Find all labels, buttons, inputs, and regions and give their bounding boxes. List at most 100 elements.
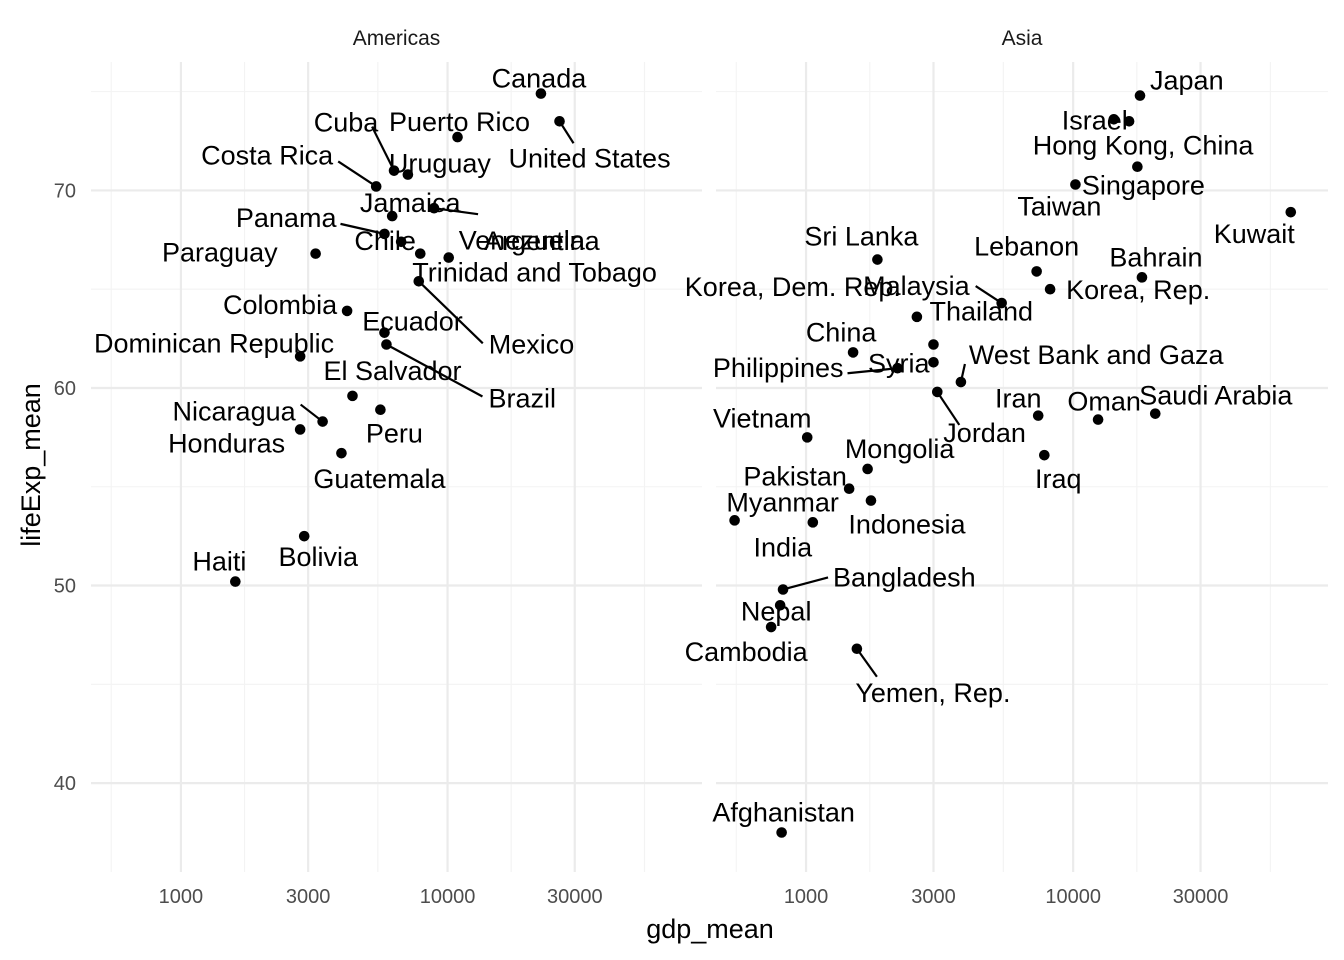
point-sri-lanka: [872, 254, 883, 265]
point-label-paraguay: Paraguay: [162, 238, 278, 268]
point-label-sri-lanka: Sri Lanka: [804, 222, 919, 252]
point-label-korea-rep: Korea, Rep.: [1066, 275, 1210, 305]
point-label-oman: Oman: [1067, 387, 1141, 417]
y-tick-label: 60: [54, 378, 76, 400]
point-israel: [1108, 113, 1120, 125]
x-tick-label: 3000: [286, 886, 331, 908]
point-label-honduras: Honduras: [168, 428, 285, 458]
point-jamaica: [386, 210, 398, 222]
leader-line-panama: [340, 222, 385, 235]
point-label-china: China: [806, 317, 878, 347]
facet-strip-asia: Asia: [1002, 27, 1043, 50]
point-united-states: [554, 115, 565, 127]
point-haiti: [230, 576, 241, 587]
point-syria: [928, 356, 939, 368]
point-philippines: [892, 362, 903, 374]
label-leader-lines: [299, 120, 1003, 678]
point-uruguay: [402, 169, 414, 180]
y-tick-label: 50: [54, 576, 76, 598]
x-tick-label: 30000: [547, 886, 603, 908]
point-label-dominican-republic: Dominican Republic: [94, 328, 334, 358]
point-dominican-republic: [294, 351, 306, 362]
point-label-singapore: Singapore: [1082, 171, 1205, 201]
point-label-india: India: [754, 532, 814, 562]
point-label-haiti: Haiti: [192, 547, 246, 577]
point-label-iraq: Iraq: [1035, 464, 1082, 494]
point-label-canada: Canada: [492, 64, 588, 94]
point-label-saudi-arabia: Saudi Arabia: [1139, 381, 1293, 411]
point-korea-rep: [1044, 283, 1056, 295]
point-label-chile: Chile: [354, 226, 416, 256]
point-label-bahrain: Bahrain: [1109, 242, 1202, 272]
leader-line-mexico: [418, 280, 484, 345]
point-label-iran: Iran: [995, 384, 1042, 414]
point-label-ecuador: Ecuador: [362, 307, 463, 337]
point-puerto-rico: [452, 131, 463, 143]
point-label-korea-dem-rep: Korea, Dem. Rep.: [685, 272, 901, 302]
point-nepal: [774, 599, 786, 611]
point-bangladesh: [777, 584, 789, 595]
point-taiwan: [1070, 179, 1081, 190]
x-tick-label: 10000: [1045, 886, 1101, 908]
point-label-israel: Israel: [1062, 105, 1128, 135]
point-label-trinidad-and-tobago: Trinidad and Tobago: [412, 258, 657, 288]
point-west-bank-and-gaza: [955, 376, 967, 388]
leader-line-brazil: [385, 343, 483, 398]
point-bahrain: [1136, 272, 1148, 283]
point-venezuela: [443, 252, 455, 263]
x-tick-label: 10000: [420, 886, 476, 908]
leader-line-bangladesh: [782, 576, 829, 591]
point-lebanon: [1031, 266, 1042, 277]
point-label-taiwan: Taiwan: [1017, 191, 1101, 221]
point-label-japan: Japan: [1150, 66, 1224, 96]
point-yemen-rep: [851, 643, 863, 655]
point-label-peru: Peru: [366, 419, 423, 449]
point-label-mongolia: Mongolia: [845, 434, 956, 464]
point-costa-rica: [370, 181, 382, 192]
point-peru: [375, 404, 386, 416]
point-label-jordan: Jordan: [943, 418, 1026, 448]
leader-line-cuba: [371, 126, 396, 172]
point-label-myanmar: Myanmar: [726, 487, 839, 517]
point-japan: [1134, 90, 1146, 101]
point-colombia: [341, 305, 353, 317]
point-label-brazil: Brazil: [488, 384, 556, 414]
point-label-venezuela: Venezuela: [459, 226, 586, 256]
point-singapore: [1132, 161, 1143, 173]
point-canada: [535, 88, 547, 99]
x-tick-label: 1000: [159, 886, 204, 908]
point-thailand: [928, 339, 939, 350]
point-label-layer: Canada United States Puerto Rico Cuba Urugua…: [94, 64, 1295, 828]
point-label-lebanon: Lebanon: [974, 231, 1079, 261]
point-jordan: [932, 386, 943, 398]
point-chile: [395, 236, 407, 248]
point-argentina: [428, 202, 440, 214]
point-bolivia: [298, 530, 310, 542]
point-cuba: [388, 165, 400, 176]
point-label-cuba: Cuba: [314, 108, 380, 138]
x-axis-title: gdp_mean: [646, 914, 774, 944]
point-indonesia: [865, 495, 877, 506]
point-afghanistan: [776, 827, 787, 838]
x-tick-label: 1000: [784, 886, 829, 908]
point-label-indonesia: Indonesia: [848, 510, 966, 540]
leader-line-argentina: [433, 207, 479, 216]
point-label-costa-rica: Costa Rica: [201, 140, 334, 170]
point-panama: [379, 228, 390, 240]
point-mexico: [413, 275, 425, 287]
point-saudi-arabia: [1149, 408, 1161, 419]
point-label-puerto-rico: Puerto Rico: [389, 107, 530, 137]
point-label-yemen-rep: Yemen, Rep.: [855, 678, 1010, 708]
point-cambodia: [765, 621, 777, 633]
x-tick-label: 30000: [1173, 886, 1229, 908]
point-label-bolivia: Bolivia: [278, 542, 359, 572]
point-label-panama: Panama: [236, 203, 338, 233]
leader-line-jordan: [936, 391, 961, 426]
point-label-pakistan: Pakistan: [743, 462, 847, 492]
point-label-kuwait: Kuwait: [1214, 219, 1296, 249]
point-label-philippines: Philippines: [713, 353, 844, 383]
point-label-vietnam: Vietnam: [713, 403, 812, 433]
point-label-bangladesh: Bangladesh: [833, 562, 976, 592]
y-tick-label: 70: [54, 180, 76, 202]
